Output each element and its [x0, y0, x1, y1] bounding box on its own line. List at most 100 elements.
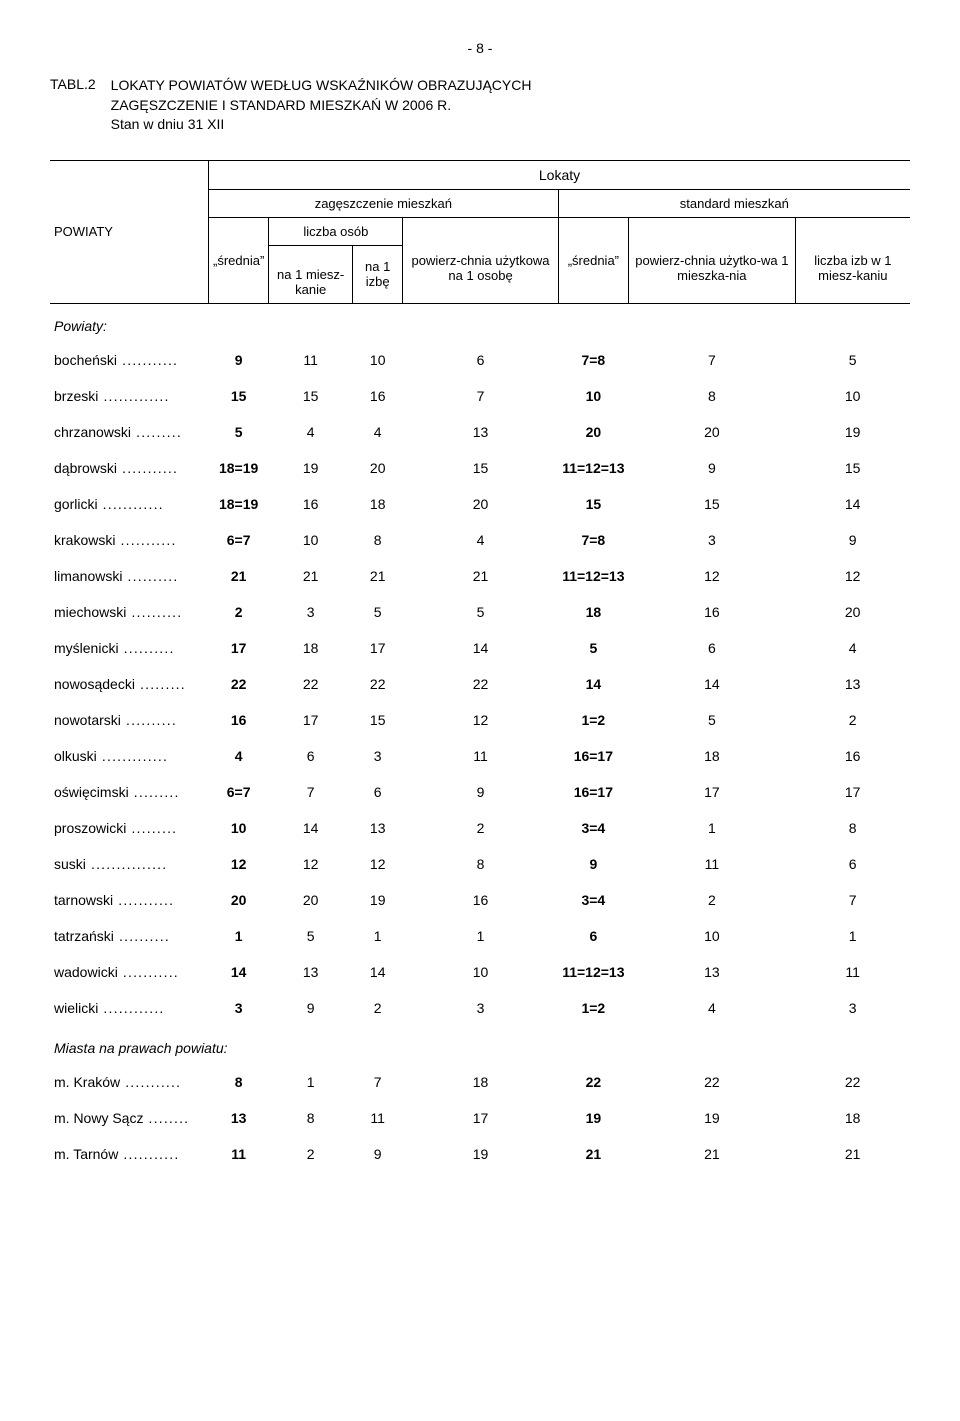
miasto-row-0-col-1: 1 — [269, 1064, 353, 1100]
powiat-row-14-col-4: 9 — [558, 846, 628, 882]
powiat-row-0-col-3: 6 — [403, 342, 558, 378]
powiat-row-10-col-0: 16 — [209, 702, 269, 738]
miasto-row-1-col-6: 18 — [795, 1100, 910, 1136]
powiat-row-8-col-3: 14 — [403, 630, 558, 666]
powiat-row-7-col-6: 20 — [795, 594, 910, 630]
powiat-row-9-col-6: 13 — [795, 666, 910, 702]
powiat-row-9-col-3: 22 — [403, 666, 558, 702]
powiat-row-12-col-5: 17 — [629, 774, 796, 810]
powiat-row-18-col-1: 9 — [269, 990, 353, 1026]
powiat-row-7-col-0: 2 — [209, 594, 269, 630]
powiat-row-14-col-2: 12 — [353, 846, 403, 882]
powiat-row-6-col-1: 21 — [269, 558, 353, 594]
powiat-row-0-col-4: 7=8 — [558, 342, 628, 378]
miasto-row-1-col-5: 19 — [629, 1100, 796, 1136]
powiat-row-16-col-5: 10 — [629, 918, 796, 954]
powiat-row-2-col-3: 13 — [403, 414, 558, 450]
miasto-row-2-col-2: 9 — [353, 1136, 403, 1172]
powiat-row-10-label: nowotarski .......... — [50, 702, 209, 738]
title-block: TABL.2 LOKATY POWIATÓW WEDŁUG WSKAŹNIKÓW… — [50, 76, 910, 135]
powiat-row-0-col-5: 7 — [629, 342, 796, 378]
powiat-row-17-col-6: 11 — [795, 954, 910, 990]
powiat-row-16-col-2: 1 — [353, 918, 403, 954]
powiat-row-13-col-2: 13 — [353, 810, 403, 846]
powiat-row-0-label: bocheński ........... — [50, 342, 209, 378]
powiat-row-13-col-3: 2 — [403, 810, 558, 846]
powiat-row-7-col-4: 18 — [558, 594, 628, 630]
miasto-row-2-col-0: 11 — [209, 1136, 269, 1172]
powiat-row-3-col-0: 18=19 — [209, 450, 269, 486]
miasto-row-2-col-6: 21 — [795, 1136, 910, 1172]
header-pow-mieszkania: powierz-chnia użytko-wa 1 mieszka-nia — [635, 253, 788, 283]
powiat-row-18-col-3: 3 — [403, 990, 558, 1026]
powiat-row-10-col-1: 17 — [269, 702, 353, 738]
powiat-row-15-col-3: 16 — [403, 882, 558, 918]
powiat-row-2-col-5: 20 — [629, 414, 796, 450]
powiat-row-1-col-1: 15 — [269, 378, 353, 414]
powiat-row-9-col-4: 14 — [558, 666, 628, 702]
powiat-row-6-col-0: 21 — [209, 558, 269, 594]
powiat-row-16-col-0: 1 — [209, 918, 269, 954]
powiat-row-10-col-5: 5 — [629, 702, 796, 738]
powiat-row-13-col-0: 10 — [209, 810, 269, 846]
miasto-row-0-col-3: 18 — [403, 1064, 558, 1100]
powiat-row-3-label: dąbrowski ........... — [50, 450, 209, 486]
title-line-2: ZAGĘSZCZENIE I STANDARD MIESZKAŃ W 2006 … — [111, 97, 451, 113]
powiat-row-9-label: nowosądecki ......... — [50, 666, 209, 702]
miasto-row-1-col-3: 17 — [403, 1100, 558, 1136]
powiat-row-2-col-6: 19 — [795, 414, 910, 450]
powiat-row-12-label: oświęcimski ......... — [50, 774, 209, 810]
header-pow-osobe: powierz-chnia użytkowa na 1 osobę — [412, 253, 550, 283]
powiat-row-4-col-6: 14 — [795, 486, 910, 522]
powiat-row-3-col-2: 20 — [353, 450, 403, 486]
powiat-row-17-col-4: 11=12=13 — [558, 954, 628, 990]
powiat-row-4-col-4: 15 — [558, 486, 628, 522]
powiat-row-11-col-0: 4 — [209, 738, 269, 774]
powiat-row-8-col-1: 18 — [269, 630, 353, 666]
powiat-row-13-label: proszowicki ......... — [50, 810, 209, 846]
section-miasta: Miasta na prawach powiatu: — [50, 1026, 910, 1064]
powiat-row-15-col-1: 20 — [269, 882, 353, 918]
powiat-row-17-col-2: 14 — [353, 954, 403, 990]
powiat-row-9-col-2: 22 — [353, 666, 403, 702]
powiat-row-0-col-0: 9 — [209, 342, 269, 378]
powiat-row-9-col-5: 14 — [629, 666, 796, 702]
miasto-row-1-label: m. Nowy Sącz ........ — [50, 1100, 209, 1136]
powiat-row-0-col-2: 10 — [353, 342, 403, 378]
powiat-row-3-col-1: 19 — [269, 450, 353, 486]
powiat-row-8-col-4: 5 — [558, 630, 628, 666]
powiat-row-3-col-6: 15 — [795, 450, 910, 486]
powiat-row-13-col-1: 14 — [269, 810, 353, 846]
powiat-row-13-col-5: 1 — [629, 810, 796, 846]
powiat-row-11-col-1: 6 — [269, 738, 353, 774]
powiat-row-4-col-3: 20 — [403, 486, 558, 522]
table-label: TABL.2 — [50, 76, 96, 92]
miasto-row-0-col-0: 8 — [209, 1064, 269, 1100]
powiat-row-15-label: tarnowski ........... — [50, 882, 209, 918]
powiat-row-12-col-6: 17 — [795, 774, 910, 810]
powiat-row-3-col-3: 15 — [403, 450, 558, 486]
powiat-row-18-col-0: 3 — [209, 990, 269, 1026]
header-lokaty: Lokaty — [539, 167, 580, 183]
powiat-row-17-col-3: 10 — [403, 954, 558, 990]
powiat-row-5-col-2: 8 — [353, 522, 403, 558]
miasto-row-0-col-4: 22 — [558, 1064, 628, 1100]
powiat-row-8-col-6: 4 — [795, 630, 910, 666]
header-liczba-osob: liczba osób — [303, 224, 368, 239]
powiat-row-12-col-0: 6=7 — [209, 774, 269, 810]
header-zageszczenie: zagęszczenie mieszkań — [315, 196, 452, 211]
powiat-row-10-col-2: 15 — [353, 702, 403, 738]
header-liczba-izb: liczba izb w 1 miesz-kaniu — [814, 253, 891, 283]
powiat-row-7-col-2: 5 — [353, 594, 403, 630]
powiat-row-1-col-6: 10 — [795, 378, 910, 414]
powiat-row-18-col-4: 1=2 — [558, 990, 628, 1026]
powiat-row-11-col-2: 3 — [353, 738, 403, 774]
powiat-row-12-col-1: 7 — [269, 774, 353, 810]
miasto-row-0-col-6: 22 — [795, 1064, 910, 1100]
powiat-row-6-col-6: 12 — [795, 558, 910, 594]
powiat-row-18-col-2: 2 — [353, 990, 403, 1026]
powiat-row-16-col-4: 6 — [558, 918, 628, 954]
powiat-row-16-col-6: 1 — [795, 918, 910, 954]
powiat-row-10-col-3: 12 — [403, 702, 558, 738]
title-line-1: LOKATY POWIATÓW WEDŁUG WSKAŹNIKÓW OBRAZU… — [111, 77, 532, 93]
